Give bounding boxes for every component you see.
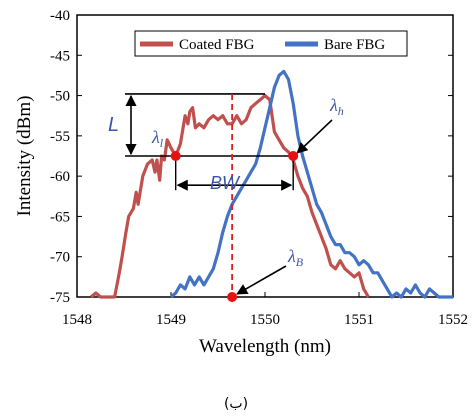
x-tick-label: 1550 — [250, 312, 280, 328]
y-tick-label: -55 — [50, 129, 70, 145]
lambda-h-pointer — [296, 119, 333, 154]
coated-fbg-line — [90, 93, 370, 299]
series-layer — [90, 69, 453, 299]
y-tick-label: -70 — [50, 250, 70, 266]
legend-label-coated: Coated FBG — [179, 37, 255, 53]
lambda-B-subscript: B — [296, 255, 304, 269]
lambda-l-point — [170, 151, 181, 161]
lambda-B-point — [227, 292, 238, 302]
bare-fbg-line — [169, 69, 453, 299]
lambda-l-subscript: l — [160, 136, 164, 150]
L-label: L — [108, 114, 119, 136]
x-tick-label: 1549 — [156, 312, 186, 328]
y-tick-label: -75 — [50, 290, 70, 306]
BW-label: BW — [210, 173, 241, 193]
x-axis-title: Wavelength (nm) — [199, 336, 331, 357]
y-ticks: -40 -45 -50 -55 -60 -65 -70 -75 — [50, 8, 453, 306]
legend: Coated FBG Bare FBG — [134, 30, 408, 57]
lambda-B-label: λB — [287, 246, 304, 269]
x-tick-label: 1548 — [62, 312, 92, 328]
lambda-B-symbol: λ — [287, 246, 296, 266]
y-tick-label: -60 — [50, 169, 70, 185]
lambda-h-subscript: h — [338, 104, 344, 118]
y-tick-label: -40 — [50, 8, 70, 24]
y-axis-title: Intensity (dBm) — [14, 96, 35, 217]
lambda-B-pointer — [236, 265, 287, 295]
lambda-l-symbol: λ — [151, 127, 160, 147]
x-tick-label: 1552 — [438, 312, 468, 328]
lambda-h-label: λh — [329, 95, 344, 118]
legend-box — [134, 30, 408, 57]
y-tick-label: -50 — [50, 89, 70, 105]
lambda-h-point — [288, 151, 299, 161]
legend-label-bare: Bare FBG — [324, 37, 385, 53]
annotation-layer — [125, 93, 333, 302]
lambda-l-label: λl — [151, 127, 164, 150]
x-ticks: 1548 1549 1550 1551 1552 — [62, 292, 468, 328]
lambda-h-symbol: λ — [329, 95, 338, 115]
figure-caption: (ب) — [224, 396, 248, 412]
x-tick-label: 1551 — [344, 312, 374, 328]
y-tick-label: -65 — [50, 209, 70, 225]
y-tick-label: -45 — [50, 48, 70, 64]
